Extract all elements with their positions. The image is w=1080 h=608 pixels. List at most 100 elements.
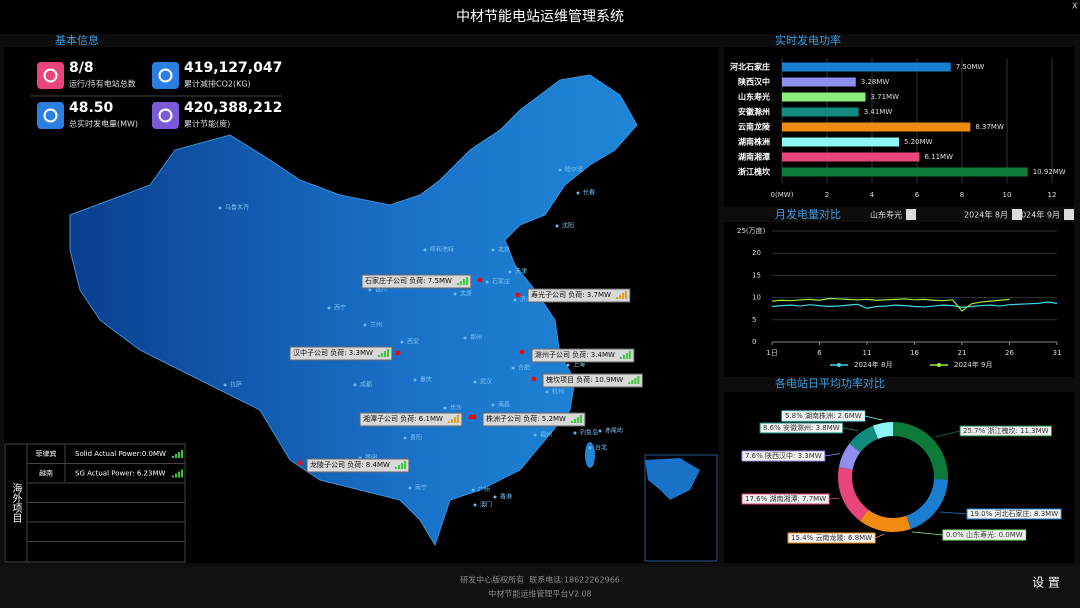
- data-label: 8.37MW: [975, 123, 1004, 131]
- panel-title: 各电站日平均功率对比: [775, 376, 885, 390]
- y-tick-label: 0: [752, 338, 756, 346]
- station-label: 汉中子公司 负荷: 3.3MW: [293, 348, 373, 357]
- city-label: 昆明: [365, 455, 377, 462]
- city-dot: [223, 383, 227, 387]
- x-tick-label: 26: [1005, 349, 1014, 357]
- dropdown-arrow[interactable]: [1064, 209, 1074, 220]
- station-popup[interactable]: [542, 373, 643, 388]
- signal-bar: [615, 297, 618, 299]
- stat-icon-glyph: [158, 108, 173, 123]
- leader-line: [939, 511, 968, 515]
- city-dot: [566, 363, 570, 367]
- bar: [782, 122, 971, 132]
- city-dot: [368, 288, 372, 292]
- dropdown-arrow[interactable]: [906, 209, 916, 220]
- city-dot: [598, 429, 602, 433]
- y-tick-label: 云南龙陵: [738, 122, 771, 132]
- station-popup[interactable]: [289, 346, 393, 361]
- slice-label: 25.7% 浙江槐坎: 11.3MW: [963, 426, 1049, 435]
- city-label: 呼和浩特: [430, 246, 454, 254]
- station-dot[interactable]: [395, 350, 401, 356]
- city-dot: [576, 191, 580, 195]
- legend-swatch: [837, 363, 841, 367]
- x-tick-label: 8: [960, 191, 964, 199]
- signal-bar: [453, 417, 456, 423]
- data-label: 5.20MW: [904, 138, 933, 146]
- station-dot[interactable]: [471, 414, 477, 420]
- leader-line: [829, 497, 840, 500]
- y-tick-label: 山东寿光: [738, 92, 770, 102]
- y-tick-label: 陕西汉中: [738, 77, 770, 87]
- signal-bar: [576, 417, 579, 423]
- slice-label: 0.0% 山东寿光: 0.0MW: [946, 530, 1023, 539]
- station-dot[interactable]: [519, 349, 525, 355]
- copyright: 研发中心版权所有 联系电话:18622262966: [460, 575, 620, 585]
- signal-bar: [181, 450, 183, 458]
- station-label: 槐坎项目 负荷: 10.9MW: [546, 375, 623, 384]
- close-icon[interactable]: X: [1072, 2, 1078, 11]
- signal-bar: [618, 295, 621, 299]
- city-dot: [471, 488, 475, 492]
- stat-value: 419,127,047: [184, 60, 282, 76]
- city-dot: [408, 486, 412, 490]
- country: 菲律宾: [36, 449, 57, 458]
- station-dot[interactable]: [297, 460, 303, 466]
- x-tick-label: 2: [825, 191, 829, 199]
- x-tick-label: 11: [863, 349, 872, 357]
- signal-bar: [377, 355, 380, 357]
- stat-value: 8/8: [69, 60, 94, 76]
- station-popup[interactable]: [527, 288, 631, 303]
- city-dot: [508, 270, 512, 274]
- city-label: 澳门: [480, 501, 492, 509]
- city-label: 沈阳: [562, 222, 574, 230]
- x-tick-label: 1日: [766, 349, 777, 357]
- city-label: 乌鲁木齐: [225, 204, 249, 212]
- signal-bar: [462, 279, 465, 285]
- dropdown[interactable]: 2024年 8月: [964, 210, 1008, 220]
- station-popup[interactable]: [531, 348, 635, 363]
- station-popup[interactable]: [306, 458, 410, 473]
- city-label: 杭州: [552, 388, 564, 396]
- bar: [782, 107, 859, 117]
- dropdown-arrow[interactable]: [1012, 209, 1022, 220]
- settings-button[interactable]: 设 置: [1032, 576, 1060, 590]
- station-dot[interactable]: [477, 277, 483, 283]
- signal-bar: [178, 452, 180, 458]
- city-label: 北京: [498, 246, 510, 254]
- signal-bar: [579, 415, 582, 423]
- signal-bar: [456, 283, 459, 285]
- signal-bar: [456, 415, 459, 423]
- dropdown[interactable]: 2024年 9月: [1016, 210, 1060, 220]
- station-popup[interactable]: [359, 412, 463, 427]
- city-dot: [511, 366, 515, 370]
- signal-bar: [628, 382, 631, 384]
- signal-bar: [459, 281, 462, 285]
- city-label: 银川: [375, 286, 387, 294]
- y-tick-label: 河北石家庄: [730, 62, 770, 72]
- x-tick-label: 10: [1003, 191, 1012, 199]
- city-dot: [413, 378, 417, 382]
- city-dot: [403, 436, 407, 440]
- station-popup[interactable]: [361, 274, 472, 289]
- dropdown[interactable]: 山东寿光: [870, 210, 902, 220]
- stat-icon: [152, 62, 179, 89]
- page-title: 中材节能电站运维管理系统: [456, 9, 624, 25]
- signal-bar: [175, 454, 177, 458]
- station-dot[interactable]: [515, 292, 521, 298]
- slice-label: 8.6% 安徽滁州: 3.8MW: [763, 423, 840, 432]
- station-popup[interactable]: [482, 412, 586, 427]
- city-dot: [473, 503, 477, 507]
- x-tick-label: 21: [958, 349, 967, 357]
- station-dot[interactable]: [531, 376, 537, 382]
- city-dot: [493, 495, 497, 499]
- city-dot: [485, 280, 489, 284]
- overseas-title: 海外项目: [10, 482, 22, 523]
- signal-bar: [181, 469, 183, 478]
- city-label: 台北: [595, 444, 607, 452]
- bar: [782, 92, 866, 102]
- city-label: 合肥: [518, 364, 530, 372]
- data-label: 3.71MW: [870, 93, 899, 101]
- inset-shape: [645, 458, 700, 500]
- city-dot: [463, 336, 467, 340]
- y-tick-label: 5: [752, 316, 756, 324]
